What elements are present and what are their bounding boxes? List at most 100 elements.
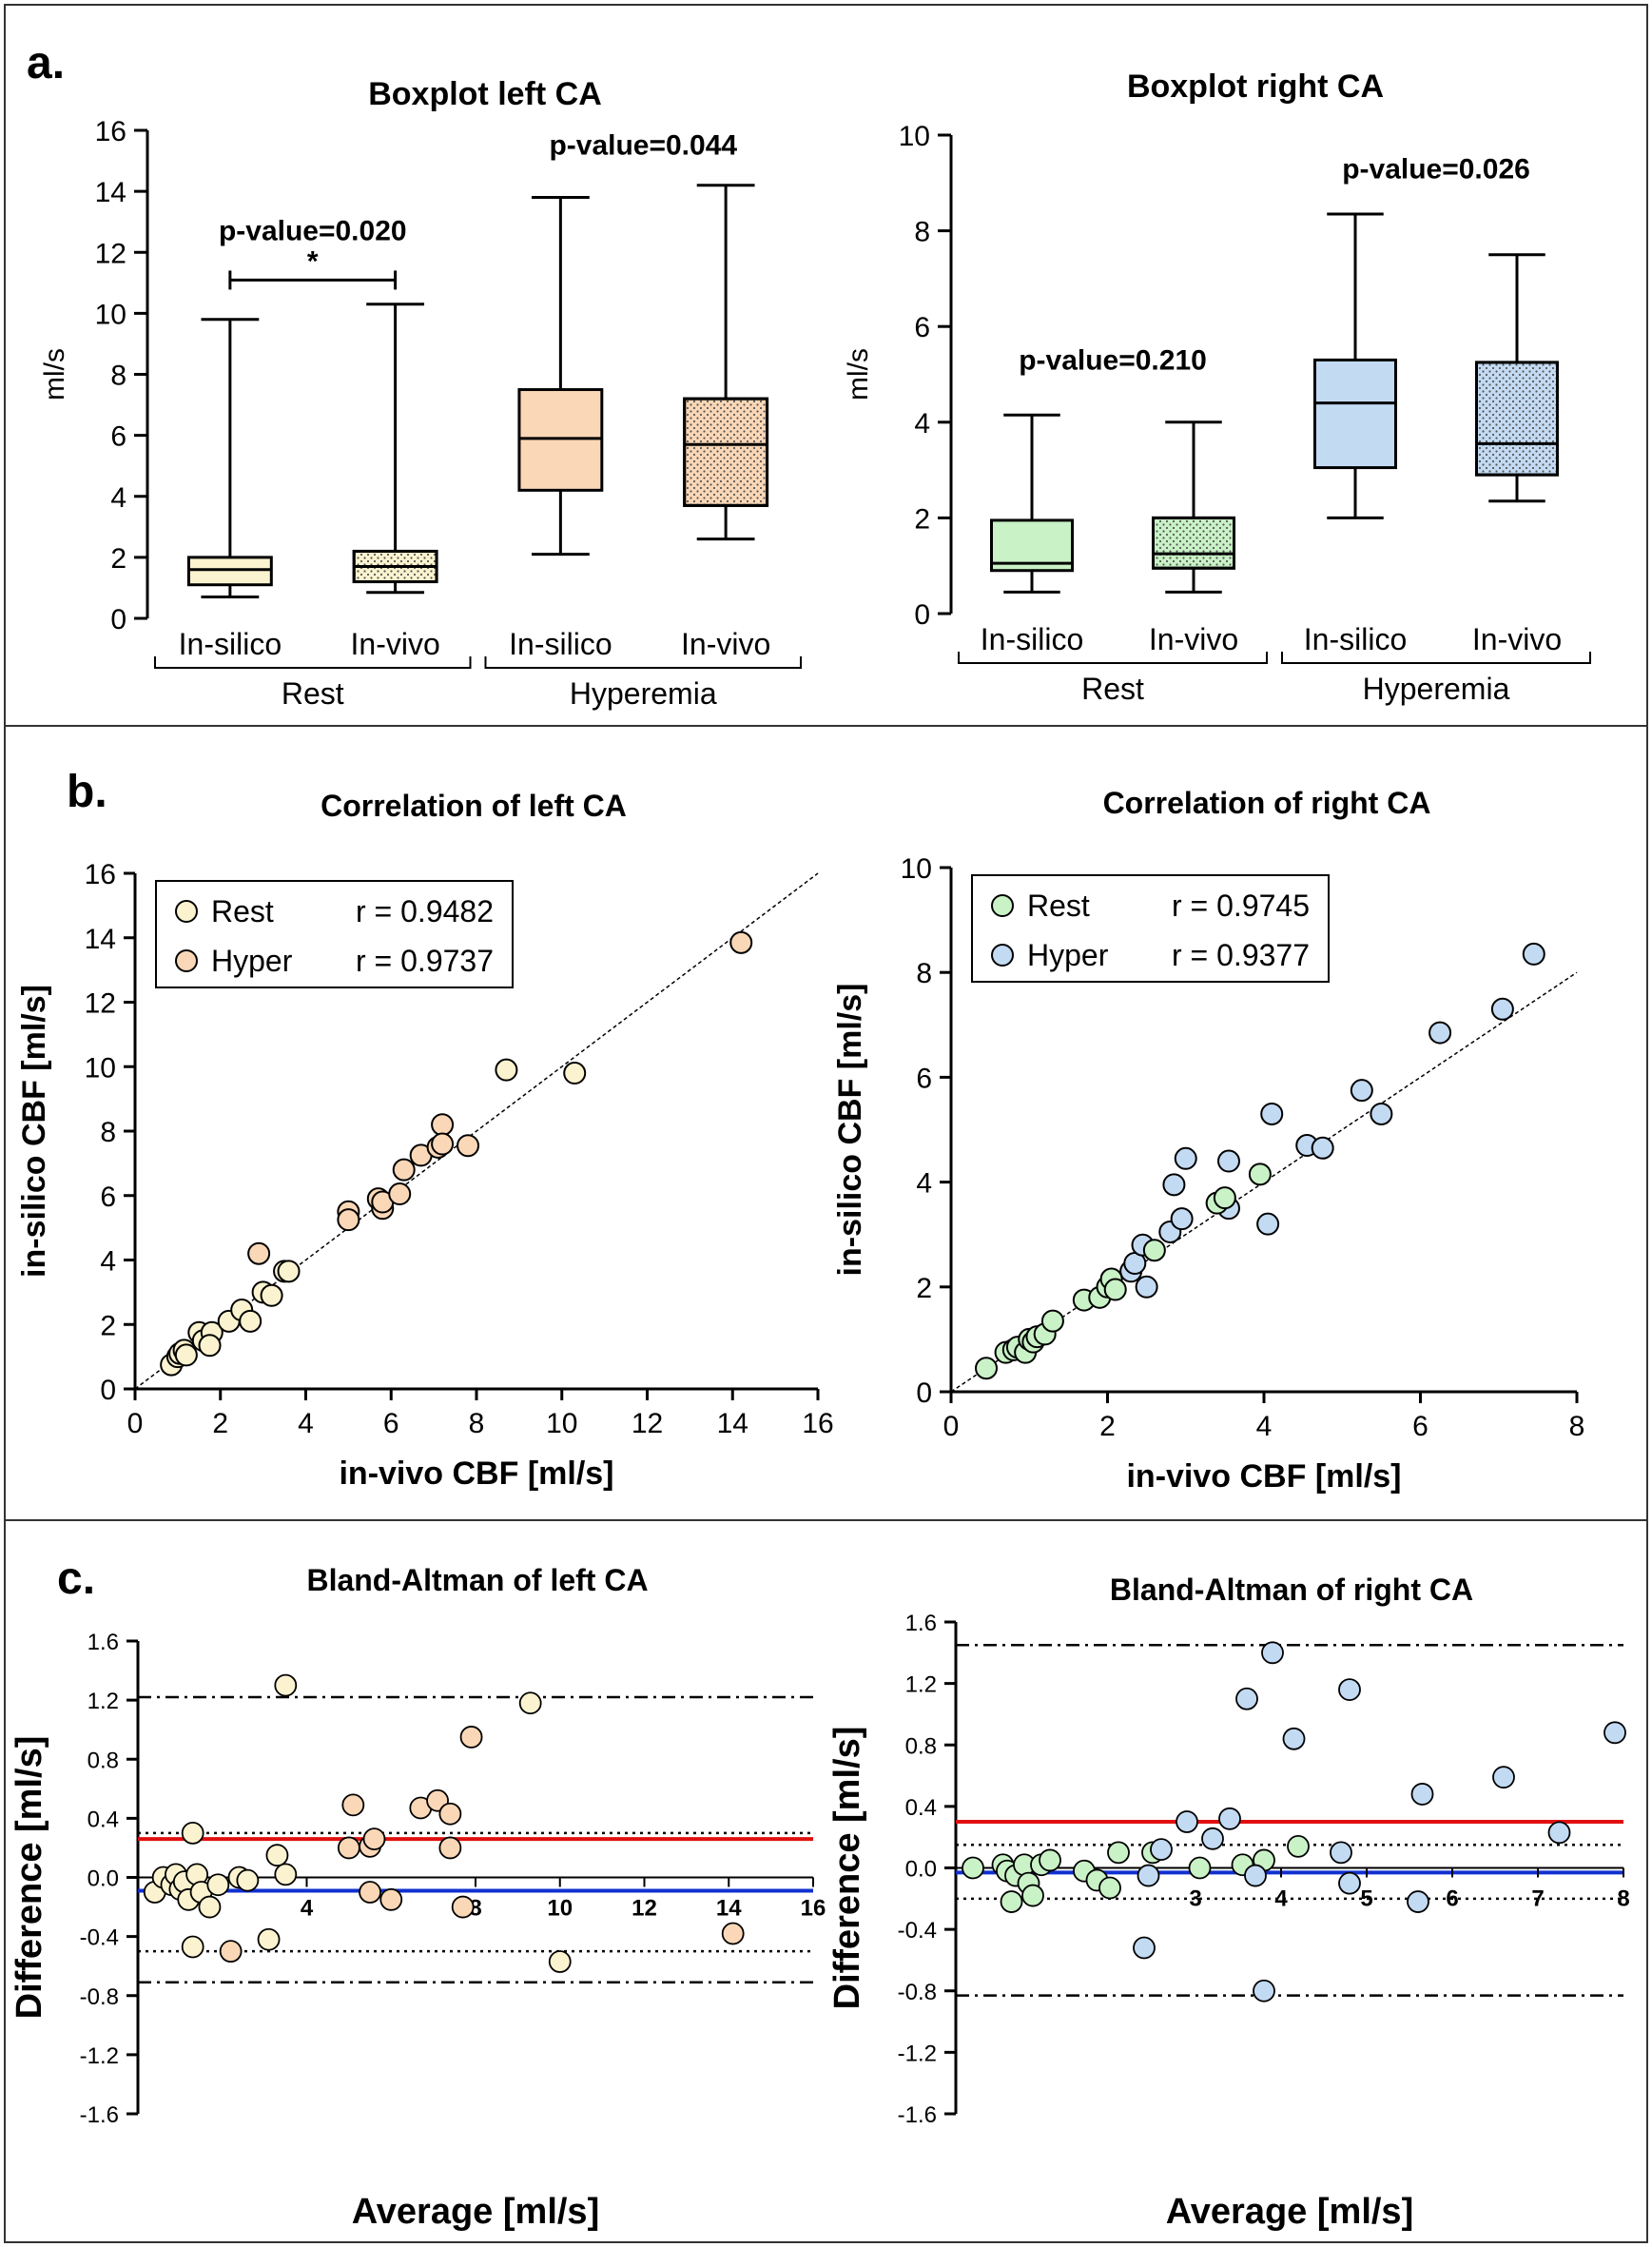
point-hyper xyxy=(459,1726,483,1749)
y-tick-label: -1.6 xyxy=(898,2102,937,2128)
category-label: In-silico xyxy=(981,622,1083,656)
correlation-right-ca: Correlation of right CA 0 2 4 6 8 10 0 2 4 6 8 in-vi… xyxy=(832,786,1584,1495)
y-tick-label: 8 xyxy=(914,217,930,248)
point-rest xyxy=(1000,1890,1023,1913)
y-tick-label: 1.2 xyxy=(87,1689,119,1714)
point-rest xyxy=(265,1844,289,1867)
box-body xyxy=(186,556,273,587)
y-axis-label: in-silico CBF [ml/s] xyxy=(832,984,868,1277)
y-tick-label: -1.2 xyxy=(80,2043,119,2069)
point-rest xyxy=(198,1895,222,1919)
boxplot-left-ca: Boxplot left CA 0 2 4 6 8 10 12 14 16 ml/s In-silic… xyxy=(39,76,802,711)
legend-r-hyper: r = 0.9737 xyxy=(356,944,494,978)
point-hyper xyxy=(1244,1864,1267,1887)
point-hyper xyxy=(1338,1678,1361,1701)
y-tick-label: 14 xyxy=(95,177,126,208)
identity-line xyxy=(950,971,1578,1393)
point-hyper xyxy=(359,1881,381,1904)
point-hyper xyxy=(1370,1102,1393,1125)
y-tick-label: 6 xyxy=(916,1063,932,1094)
x-axis-label: Average [ml/s] xyxy=(352,2192,599,2232)
group-label: Rest xyxy=(1081,672,1144,706)
box-body xyxy=(990,518,1074,573)
point-hyper xyxy=(431,1132,455,1156)
point-hyper xyxy=(1492,1766,1515,1789)
point-rest xyxy=(206,1873,230,1897)
y-tick-label: 2 xyxy=(110,543,126,575)
point-hyper xyxy=(1522,942,1545,966)
group-bracket xyxy=(154,656,472,669)
y-tick-label: -0.4 xyxy=(80,1925,119,1951)
y-tick-label: 2 xyxy=(100,1310,116,1341)
y-tick-label: -0.8 xyxy=(898,1980,937,2005)
point-hyper xyxy=(392,1158,416,1182)
y-tick-label: 4 xyxy=(110,482,126,514)
chart-title: Bland-Altman of left CA xyxy=(306,1563,648,1597)
point-hyper xyxy=(1603,1721,1626,1745)
y-tick-label: 1.6 xyxy=(905,1611,937,1636)
point-hyper xyxy=(1201,1827,1224,1850)
panel-label-c: c. xyxy=(57,1553,95,1604)
point-hyper xyxy=(1176,1810,1198,1833)
point-rest xyxy=(1213,1186,1236,1210)
y-tick-label: 6 xyxy=(110,421,126,453)
x-tick-label: 6 xyxy=(1412,1411,1428,1442)
x-tick-label: 16 xyxy=(802,1408,833,1439)
point-rest xyxy=(198,1334,222,1358)
x-tick-label: 0 xyxy=(127,1408,144,1439)
x-tick-label: 8 xyxy=(469,1408,485,1439)
x-tick-label: 12 xyxy=(632,1408,663,1439)
point-hyper xyxy=(1162,1173,1186,1197)
y-tick-label: 2 xyxy=(916,1273,932,1304)
x-tick-label: 10 xyxy=(546,1408,577,1439)
point-hyper xyxy=(1253,1979,1275,2003)
y-tick-label: 0 xyxy=(110,604,126,635)
x-tick-label: 2 xyxy=(1099,1411,1116,1442)
point-hyper xyxy=(1260,1102,1284,1125)
y-tick-label: -1.2 xyxy=(898,2041,937,2066)
point-rest xyxy=(563,1062,587,1085)
point-rest xyxy=(257,1927,281,1951)
y-tick-label: 0.4 xyxy=(87,1807,119,1832)
legend-label-rest: Rest xyxy=(211,894,274,928)
legend-label-rest: Rest xyxy=(1027,889,1090,923)
box-hyperemia-in-silico xyxy=(517,196,604,557)
box-hyperemia-in-silico xyxy=(1313,212,1397,519)
point-rest xyxy=(1142,1239,1166,1262)
x-tick-label: 8 xyxy=(1569,1411,1585,1442)
point-rest xyxy=(1021,1884,1044,1907)
x-tick-label: 6 xyxy=(383,1408,399,1439)
x-tick-label: 3 xyxy=(1189,1886,1201,1912)
box-pattern xyxy=(1475,361,1559,477)
panel-label-b: b. xyxy=(67,767,107,817)
category-label: In-silico xyxy=(179,627,282,661)
point-hyper xyxy=(438,1802,462,1826)
point-hyper xyxy=(1407,1890,1429,1913)
point-rest xyxy=(274,1673,298,1697)
x-tick-label: 14 xyxy=(717,1408,748,1439)
chart-title: Bland-Altman of right CA xyxy=(1110,1573,1473,1607)
point-rest xyxy=(548,1950,572,1973)
y-axis-label: Difference [ml/s] xyxy=(10,1736,49,2020)
x-tick-label: 7 xyxy=(1531,1886,1544,1912)
point-hyper xyxy=(451,1895,475,1919)
x-tick-label: 14 xyxy=(716,1896,742,1922)
point-rest xyxy=(518,1691,542,1715)
y-tick-label: 4 xyxy=(914,408,930,440)
point-hyper xyxy=(1338,1871,1361,1895)
x-tick-label: 6 xyxy=(1446,1886,1458,1912)
box-pattern xyxy=(683,397,769,507)
point-rest xyxy=(1039,1848,1061,1872)
y-axis-label: ml/s xyxy=(843,348,874,401)
chart-title: Correlation of left CA xyxy=(321,789,627,823)
point-hyper xyxy=(438,1836,462,1860)
y-tick-label: 10 xyxy=(85,1052,116,1084)
box-rest-in-vivo xyxy=(1152,420,1235,594)
point-hyper xyxy=(729,930,753,954)
point-hyper xyxy=(1218,1807,1241,1830)
point-hyper xyxy=(219,1940,243,1964)
point-rest xyxy=(174,1343,198,1367)
y-tick-label: 0.0 xyxy=(87,1866,119,1892)
y-tick-label: -0.4 xyxy=(898,1918,937,1944)
box-hyperemia-in-vivo xyxy=(1475,253,1559,503)
